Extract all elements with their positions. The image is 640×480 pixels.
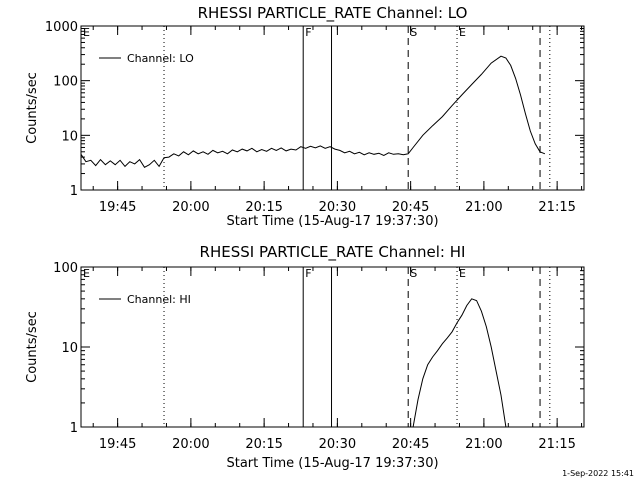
- x-tick-label: 20:45: [392, 437, 429, 452]
- event-marker-label: E: [83, 267, 90, 280]
- plot-frame: [80, 266, 585, 428]
- event-marker-label: S: [410, 267, 417, 280]
- x-tick-label: 20:30: [319, 200, 356, 215]
- legend-label: Channel: LO: [127, 52, 194, 65]
- x-axis-label: Start Time (15-Aug-17 19:37:30): [226, 456, 438, 471]
- event-marker-label: E: [83, 26, 90, 39]
- x-tick-label: 21:00: [465, 437, 502, 452]
- y-tick-label: 10: [61, 129, 78, 144]
- x-tick-label: 20:00: [172, 437, 209, 452]
- x-tick-label: 20:30: [319, 437, 356, 452]
- chart-title: RHESSI PARTICLE_RATE Channel: LO: [198, 4, 468, 23]
- y-tick-label: 1: [70, 421, 78, 436]
- y-tick-label: 1: [70, 184, 78, 199]
- y-tick-label: 100: [53, 261, 78, 276]
- legend-label: Channel: HI: [127, 293, 191, 306]
- event-marker-label: F: [305, 267, 311, 280]
- y-axis-label: Counts/sec: [25, 311, 40, 383]
- series-line-channel-hi: [412, 298, 507, 428]
- x-tick-label: 20:45: [392, 200, 429, 215]
- series-line-channel-lo: [80, 55, 546, 168]
- x-tick-label: 21:00: [465, 200, 502, 215]
- x-tick-label: 19:45: [99, 200, 136, 215]
- event-marker-label: F: [305, 26, 311, 39]
- y-axis-label: Counts/sec: [25, 72, 40, 144]
- event-marker-label: S: [410, 26, 417, 39]
- plot-frame: [80, 25, 585, 191]
- x-tick-label: 20:15: [245, 200, 282, 215]
- x-tick-label: 20:00: [172, 200, 209, 215]
- x-tick-label: 19:45: [99, 437, 136, 452]
- y-tick-label: 10: [61, 341, 78, 356]
- y-tick-label: 100: [53, 75, 78, 90]
- x-tick-label: 20:15: [245, 437, 282, 452]
- chart-title: RHESSI PARTICLE_RATE Channel: HI: [200, 243, 466, 262]
- event-marker-label: E: [459, 267, 466, 280]
- timestamp-footer: 1-Sep-2022 15:41: [562, 469, 634, 478]
- y-tick-label: 1000: [45, 20, 78, 35]
- x-axis-label: Start Time (15-Aug-17 19:37:30): [226, 214, 438, 229]
- event-marker-label: E: [459, 26, 466, 39]
- x-tick-label: 21:15: [538, 200, 575, 215]
- x-tick-label: 21:15: [538, 437, 575, 452]
